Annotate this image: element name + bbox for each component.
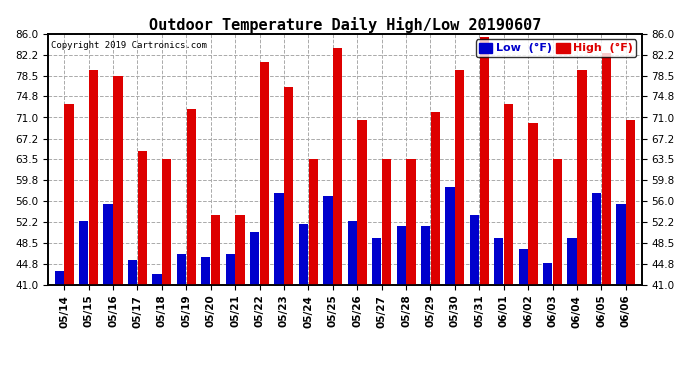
Bar [357, 120, 366, 375]
Bar [372, 237, 382, 375]
Bar [55, 271, 64, 375]
Bar [226, 254, 235, 375]
Bar [616, 204, 626, 375]
Bar [308, 159, 318, 375]
Bar [333, 48, 342, 375]
Bar [324, 196, 333, 375]
Bar [284, 87, 293, 375]
Bar [567, 237, 577, 375]
Bar [113, 76, 123, 375]
Bar [128, 260, 137, 375]
Bar [104, 204, 112, 375]
Bar [259, 62, 269, 375]
Bar [201, 257, 210, 375]
Bar [299, 224, 308, 375]
Bar [162, 159, 171, 375]
Bar [138, 151, 147, 375]
Bar [494, 237, 504, 375]
Bar [186, 109, 196, 375]
Bar [152, 274, 161, 375]
Bar [578, 70, 586, 375]
Bar [421, 226, 431, 375]
Legend: Low  (°F), High  (°F): Low (°F), High (°F) [476, 39, 636, 57]
Bar [235, 215, 245, 375]
Bar [64, 104, 74, 375]
Bar [480, 36, 489, 375]
Bar [406, 159, 415, 375]
Bar [397, 226, 406, 375]
Bar [592, 193, 601, 375]
Bar [431, 112, 440, 375]
Bar [382, 159, 391, 375]
Bar [626, 120, 635, 375]
Bar [89, 70, 98, 375]
Bar [275, 193, 284, 375]
Bar [455, 70, 464, 375]
Text: Copyright 2019 Cartronics.com: Copyright 2019 Cartronics.com [51, 41, 207, 50]
Bar [445, 187, 455, 375]
Bar [529, 123, 538, 375]
Bar [348, 221, 357, 375]
Bar [519, 249, 528, 375]
Bar [504, 104, 513, 375]
Bar [470, 215, 479, 375]
Title: Outdoor Temperature Daily High/Low 20190607: Outdoor Temperature Daily High/Low 20190… [149, 16, 541, 33]
Bar [250, 232, 259, 375]
Bar [79, 221, 88, 375]
Bar [543, 262, 552, 375]
Bar [211, 215, 220, 375]
Bar [553, 159, 562, 375]
Bar [177, 254, 186, 375]
Bar [602, 53, 611, 375]
